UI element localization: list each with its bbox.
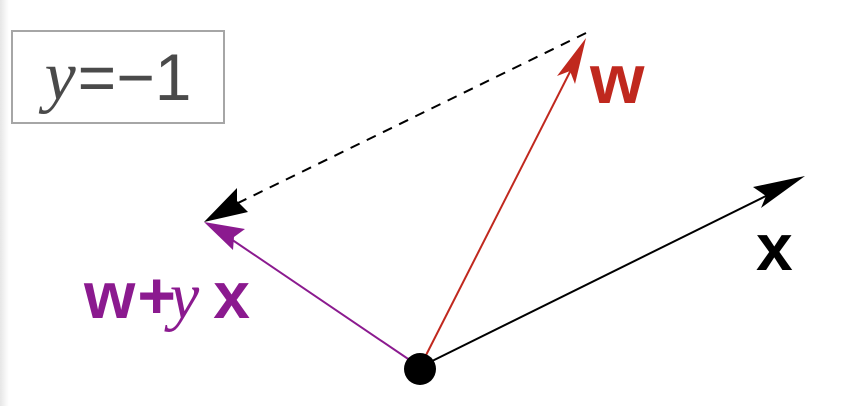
vector-x-arrowhead	[753, 176, 805, 208]
sum-label-plus: +	[137, 258, 176, 332]
origin-dot	[404, 353, 436, 385]
vector-x-label: x	[756, 214, 793, 280]
sum-label-w: w	[84, 258, 136, 332]
y-value-box: y = −1	[11, 30, 225, 124]
vector-sum	[227, 236, 421, 368]
vector-w-arrowhead	[557, 38, 586, 84]
vector-w-label: w	[590, 44, 644, 114]
dashed-shift-arrowhead	[204, 188, 248, 222]
vector-w-label-text: w	[590, 40, 645, 118]
dashed-shift-arrow	[235, 32, 587, 205]
sum-label-x: x	[213, 258, 250, 332]
vector-x	[419, 192, 773, 368]
y-variable: y	[44, 38, 76, 115]
vector-sum-label: w+y x	[84, 262, 250, 330]
equals-sign: =	[77, 40, 117, 114]
vector-x-label-text: x	[756, 210, 793, 284]
y-value: −1	[116, 40, 192, 114]
page-edge	[0, 0, 9, 406]
vector-w	[419, 59, 577, 368]
sum-label-y: y	[169, 260, 200, 333]
vector-sum-arrowhead	[204, 222, 245, 250]
